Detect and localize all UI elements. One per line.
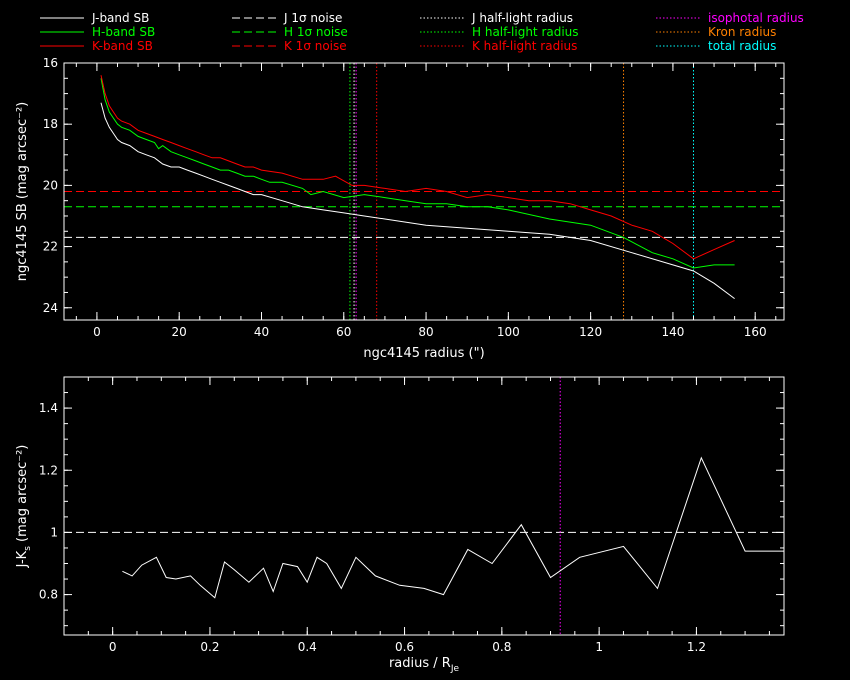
y-tick-label: 18	[43, 117, 58, 131]
x-tick-label: 0.8	[492, 640, 511, 654]
x-tick-label: 0	[109, 640, 117, 654]
x-axis-label: ngc4145 radius (")	[363, 346, 484, 361]
series-line	[100, 102, 735, 300]
x-tick-label: 0.4	[298, 640, 317, 654]
x-tick-label: 0	[93, 325, 101, 339]
y-tick-label: 1	[50, 525, 58, 539]
legend-label: H 1σ noise	[284, 25, 348, 39]
y-tick-label: 16	[43, 56, 58, 70]
axes-frame	[63, 376, 785, 636]
x-tick-label: 1	[595, 640, 603, 654]
y-tick-label: 24	[43, 301, 58, 315]
legend-label: K half-light radius	[472, 39, 577, 53]
legend-label: total radius	[708, 39, 776, 53]
legend-label: J-band SB	[91, 11, 149, 25]
y-axis-label: J-Ks (mag arcsec⁻²)	[15, 445, 33, 569]
y-axis-label-units: (mag arcsec⁻²)	[15, 445, 30, 546]
x-tick-label: 100	[497, 325, 520, 339]
x-tick-label: 1.2	[687, 640, 706, 654]
series-line	[100, 75, 735, 260]
y-tick-label: 20	[43, 178, 58, 192]
y-tick-label: 22	[43, 240, 58, 254]
series-line	[100, 78, 735, 269]
legend-label: H-band SB	[92, 25, 155, 39]
x-tick-label: 60	[336, 325, 351, 339]
series-line	[122, 456, 784, 599]
x-tick-label: 40	[254, 325, 269, 339]
plot-area	[64, 63, 784, 320]
x-tick-label: 160	[744, 325, 767, 339]
legend-label: H half-light radius	[472, 25, 579, 39]
legend-label: K 1σ noise	[284, 39, 347, 53]
x-tick-label: 120	[579, 325, 602, 339]
y-tick-label: 1.2	[39, 463, 58, 477]
x-tick-label: 140	[661, 325, 684, 339]
x-axis-label: radius / RJe	[389, 656, 460, 674]
y-axis-label: ngc4145 SB (mag arcsec⁻²)	[15, 102, 30, 281]
surface-brightness-panel: 0 20 40 60 80 100 120 140 160 16 18 20 22 24 ngc4145 r…	[15, 56, 785, 361]
legend-label: Kron radius	[708, 25, 776, 39]
plot-area	[64, 377, 784, 635]
x-tick-label: 80	[418, 325, 433, 339]
y-tick-label: 1.4	[39, 401, 58, 415]
legend-label: J 1σ noise	[283, 11, 342, 25]
legend-label: J half-light radius	[471, 11, 573, 25]
axes-frame	[63, 62, 785, 321]
legend-label: isophotal radius	[708, 11, 804, 25]
y-tick-label: 0.8	[39, 588, 58, 602]
x-axis-label-subscript: Je	[450, 664, 460, 674]
x-tick-label: 0.6	[395, 640, 414, 654]
legend-label: K-band SB	[92, 39, 153, 53]
x-tick-label: 0.2	[200, 640, 219, 654]
y-axis-label-subscript: s	[23, 546, 33, 551]
x-tick-label: 20	[172, 325, 187, 339]
